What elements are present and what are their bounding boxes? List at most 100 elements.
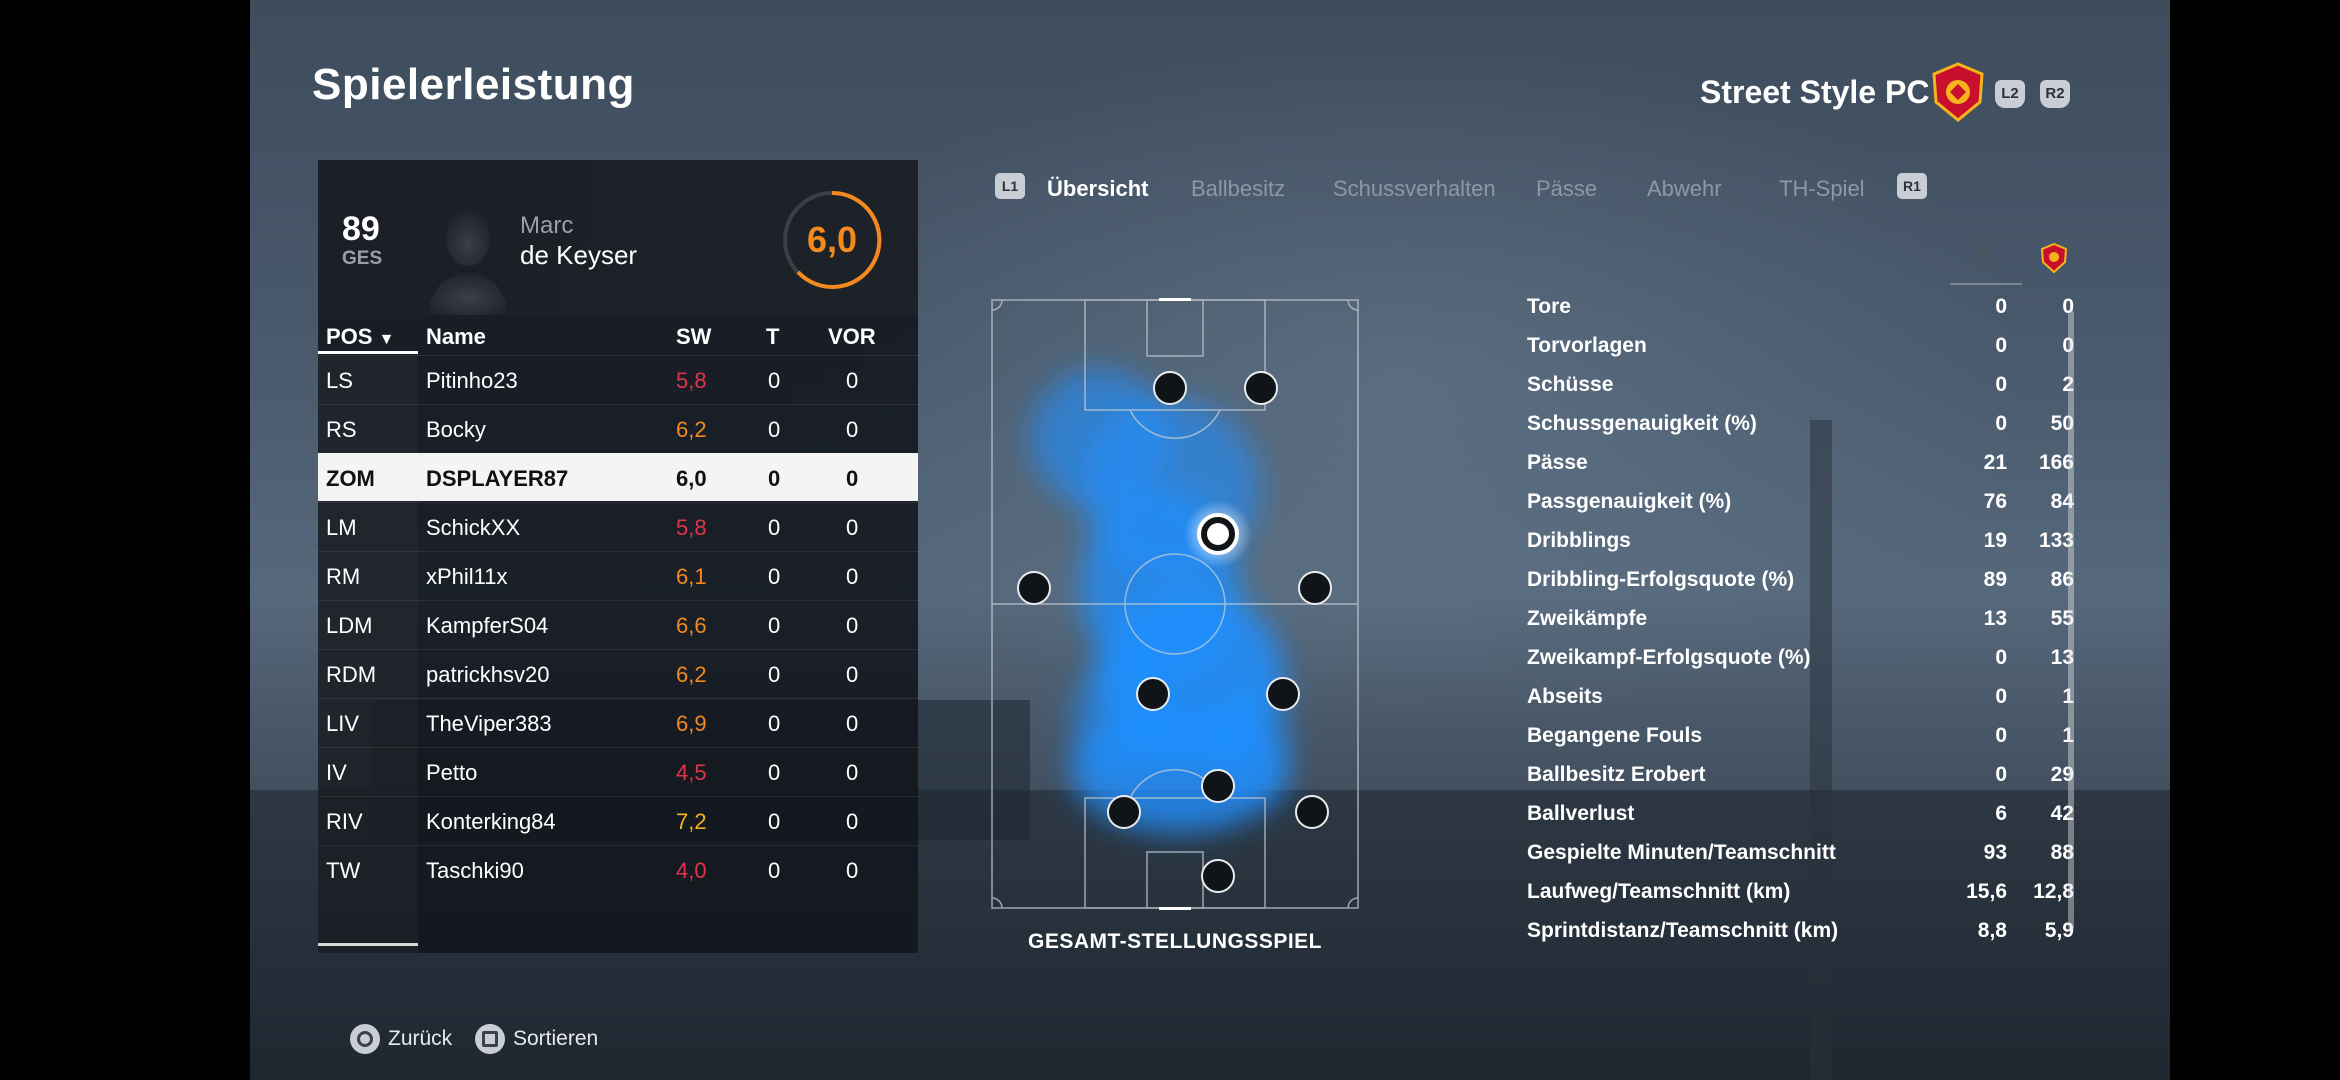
square-button-icon: [475, 1024, 505, 1054]
pos-column-header[interactable]: POS ▼: [326, 324, 394, 350]
stat-player-value: 8,8: [1977, 919, 2007, 942]
pos-header-label: POS: [326, 324, 373, 349]
stat-row: Laufweg/Teamschnitt (km) 15,6 12,8: [1527, 875, 2082, 914]
table-row[interactable]: LS Pitinho23 5,8 0 0: [318, 355, 918, 403]
stat-label: Dribblings: [1527, 529, 1631, 552]
table-row[interactable]: RM xPhil11x 6,1 0 0: [318, 551, 918, 599]
tab-abwehr[interactable]: Abwehr: [1647, 176, 1722, 201]
stat-label: Pässe: [1527, 451, 1588, 474]
marker-lm: [1017, 571, 1051, 605]
stat-player-value: 0: [1995, 646, 2007, 669]
r2-button[interactable]: R2: [2040, 80, 2070, 108]
t-column-header[interactable]: T: [766, 324, 780, 349]
sw-cell: 7,2: [676, 809, 707, 834]
name-cell: Petto: [426, 760, 478, 785]
marker-rs: [1244, 371, 1278, 405]
stat-team-value: 12,8: [2033, 880, 2074, 903]
stat-row: Schüsse 0 2: [1527, 368, 2082, 407]
pos-cell: IV: [326, 760, 347, 785]
stat-team-value: 55: [2050, 607, 2074, 630]
table-row[interactable]: RIV Konterking84 7,2 0 0: [318, 796, 918, 844]
circle-button-icon: [350, 1024, 380, 1054]
stat-row: Gespielte Minuten/Teamschnitt 93 88: [1527, 836, 2082, 875]
player-card: 89 GES Marc de Keyser 6,0: [318, 160, 918, 315]
name-column-header[interactable]: Name: [426, 324, 486, 349]
table-row[interactable]: LDM KampferS04 6,6 0 0: [318, 600, 918, 648]
stat-team-value: 1: [2062, 724, 2074, 747]
heatmap-blob: [1030, 368, 1290, 833]
tab-uebersicht[interactable]: Übersicht: [1047, 176, 1149, 201]
stat-row: Ballbesitz Erobert 0 29: [1527, 758, 2082, 797]
table-row[interactable]: RDM patrickhsv20 6,2 0 0: [318, 649, 918, 697]
back-label: Zurück: [388, 1027, 453, 1050]
t-cell: 0: [768, 613, 781, 638]
name-cell: KampferS04: [426, 613, 549, 638]
stat-player-value: 93: [1983, 841, 2007, 864]
vor-column-header[interactable]: VOR: [828, 324, 876, 349]
stat-team-value: 0: [2062, 334, 2074, 357]
tab-schussverhalten[interactable]: Schussverhalten: [1333, 176, 1496, 201]
sw-cell: 6,0: [676, 466, 707, 491]
table-bottom-indicator: [318, 943, 418, 946]
stat-team-value: 166: [2038, 451, 2074, 474]
stat-team-value: 133: [2038, 529, 2074, 552]
r1-button[interactable]: R1: [1897, 173, 1927, 199]
pos-cell: ZOM: [326, 466, 375, 491]
sw-column-header[interactable]: SW: [676, 324, 712, 349]
l1-button[interactable]: L1: [995, 173, 1025, 199]
pos-cell: RM: [326, 564, 361, 589]
tab-th-spiel[interactable]: TH-Spiel: [1779, 176, 1865, 201]
table-row[interactable]: RS Bocky 6,2 0 0: [318, 404, 918, 452]
player-last-name: de Keyser: [520, 240, 638, 270]
stat-player-value: 13: [1983, 607, 2007, 630]
pos-cell: LS: [326, 368, 353, 393]
stat-team-value: 2: [2062, 373, 2074, 396]
l2-button[interactable]: L2: [1995, 80, 2025, 108]
t-cell: 0: [768, 662, 781, 687]
pos-cell: LIV: [326, 711, 360, 736]
vor-cell: 0: [846, 368, 859, 393]
stat-row: Zweikämpfe 13 55: [1527, 602, 2082, 641]
marker-riv: [1295, 795, 1329, 829]
marker-rdm: [1266, 677, 1300, 711]
marker-tw: [1201, 859, 1235, 893]
stat-team-value: 86: [2050, 568, 2074, 591]
name-cell: TheViper383: [426, 711, 552, 736]
pitch-caption: GESAMT-STELLUNGSSPIEL: [1027, 930, 1323, 953]
stat-player-value: 0: [1995, 685, 2007, 708]
stat-row: Zweikampf-Erfolgsquote (%) 0 13: [1527, 641, 2082, 680]
stat-player-value: 21: [1983, 451, 2007, 474]
game-screen: Spielerleistung Street Style PC L2 R2 89…: [250, 0, 2170, 1080]
table-row[interactable]: LM SchickXX 5,8 0 0: [318, 502, 918, 550]
table-row[interactable]: LIV TheViper383 6,9 0 0: [318, 698, 918, 746]
stat-label: Sprintdistanz/Teamschnitt (km): [1527, 919, 1839, 942]
table-row[interactable]: ZOM DSPLAYER87 6,0 0 0: [318, 453, 918, 501]
tab-ballbesitz[interactable]: Ballbesitz: [1191, 176, 1286, 201]
table-row[interactable]: IV Petto 4,5 0 0: [318, 747, 918, 795]
stat-label: Zweikampf-Erfolgsquote (%): [1527, 646, 1811, 669]
stat-label: Dribbling-Erfolgsquote (%): [1527, 568, 1795, 591]
player-silhouette-icon: [1978, 242, 1994, 262]
stat-player-value: 0: [1995, 412, 2007, 435]
marker-iv: [1201, 769, 1235, 803]
stat-label: Laufweg/Teamschnitt (km): [1527, 880, 1791, 903]
pos-cell: RIV: [326, 809, 363, 834]
pos-cell: RS: [326, 417, 357, 442]
back-button[interactable]: Zurück: [350, 1022, 452, 1056]
pos-sort-indicator: [318, 351, 418, 354]
tab-paesse[interactable]: Pässe: [1536, 176, 1598, 201]
stat-scrollbar[interactable]: [2068, 310, 2074, 930]
stat-row: Begangene Fouls 0 1: [1527, 719, 2082, 758]
vor-cell: 0: [846, 417, 859, 442]
stat-player-value: 0: [1995, 724, 2007, 747]
goal-bottom: [1159, 907, 1191, 910]
sort-button[interactable]: Sortieren: [475, 1022, 598, 1056]
table-row[interactable]: TW Taschki90 4,0 0 0: [318, 845, 918, 893]
overall-rating: 89: [342, 210, 380, 248]
stat-player-value: 15,6: [1966, 880, 2007, 903]
vor-cell: 0: [846, 613, 859, 638]
marker-liv: [1107, 795, 1141, 829]
overall-rating-label: GES: [342, 248, 383, 269]
avatar: [428, 210, 508, 315]
vor-cell: 0: [846, 760, 859, 785]
